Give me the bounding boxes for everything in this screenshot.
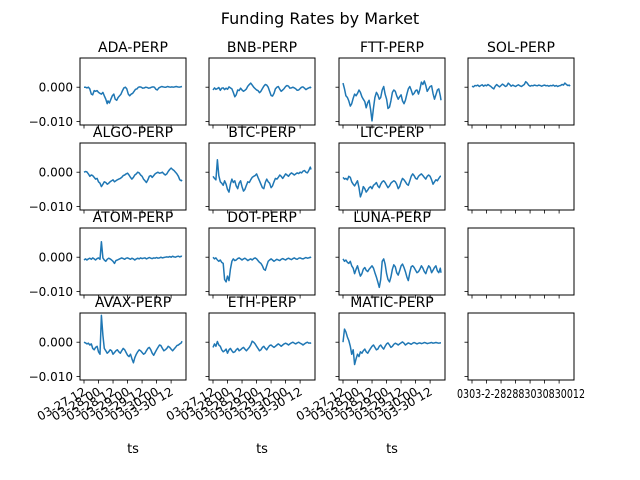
- axes-frame: [79, 227, 187, 296]
- axes-frame: [208, 227, 316, 296]
- subplot-title: AVAX-PERP: [95, 295, 171, 311]
- subplot-sol-perp: SOL-PERP: [464, 40, 575, 129]
- series-line: [212, 340, 312, 354]
- series-line: [83, 314, 183, 364]
- subplot-btc-perp: BTC-PERP: [205, 125, 316, 214]
- subplot-title: BNB-PERP: [227, 40, 297, 56]
- series-line: [84, 85, 183, 105]
- x-axis-label-col-1: ts: [256, 442, 268, 457]
- axes-frame: [208, 57, 316, 126]
- subplot-title: ADA-PERP: [98, 40, 168, 56]
- subplot-title: DOT-PERP: [227, 210, 297, 226]
- axes-frame: [338, 227, 446, 296]
- y-tick-label: 0.000: [39, 81, 73, 95]
- subplot-atom-perp: 0.000 −0.010 ATOM-PERP: [29, 210, 187, 299]
- x-axis-label-col-2: ts: [386, 442, 398, 457]
- subplot-title: BTC-PERP: [228, 125, 296, 141]
- subplot-title: ATOM-PERP: [93, 210, 174, 226]
- axes-frame: [338, 142, 446, 211]
- x-axis-labels: ts ts ts: [127, 442, 398, 457]
- subplot-title: ETH-PERP: [228, 295, 296, 311]
- series-line: [212, 159, 312, 193]
- subplot-title: LUNA-PERP: [353, 210, 431, 226]
- subplot-grid: 0.000 −0.010 ADA-PERP BNB-PERP FTT-PERP SOL-P…: [29, 40, 585, 424]
- subplot-title: LTC-PERP: [360, 125, 424, 141]
- axes-frame: [208, 312, 316, 381]
- axes-frame: [79, 142, 187, 211]
- axes-frame: [208, 142, 316, 211]
- subplot-algo-perp: 0.000 −0.010 ALGO-PERP: [29, 125, 187, 214]
- axes-frame: [467, 312, 575, 381]
- axes-frame: [467, 57, 575, 126]
- series-line: [471, 80, 571, 90]
- series-line: [342, 328, 442, 366]
- subplot-title: MATIC-PERP: [350, 295, 434, 311]
- subplot-bnb-perp: BNB-PERP: [205, 40, 316, 129]
- y-tick-label: 0.000: [39, 166, 73, 180]
- subplot-title: SOL-PERP: [487, 40, 555, 56]
- subplot-dot-perp: DOT-PERP: [205, 210, 316, 299]
- axes-frame: [467, 142, 575, 211]
- axes-frame: [467, 227, 575, 296]
- y-tick-label: −0.010: [29, 200, 73, 214]
- series-line: [342, 80, 442, 122]
- subplot-empty-1-3: [464, 142, 575, 214]
- subplot-ftt-perp: FTT-PERP: [335, 40, 446, 129]
- series-line: [83, 240, 183, 265]
- subplot-ada-perp: 0.000 −0.010 ADA-PERP: [29, 40, 187, 129]
- y-tick-label: −0.010: [29, 115, 73, 129]
- x-tick-label-overlapped: 0303-2-282883030830012: [457, 387, 585, 401]
- subplot-luna-perp: LUNA-PERP: [335, 210, 446, 299]
- figure-suptitle: Funding Rates by Market: [221, 9, 419, 28]
- subplot-title: ALGO-PERP: [93, 125, 173, 141]
- y-tick-label: −0.010: [29, 285, 73, 299]
- y-tick-label: 0.000: [39, 251, 73, 265]
- series-line: [83, 167, 183, 188]
- y-tick-label: −0.010: [29, 370, 73, 384]
- series-line: [342, 173, 442, 198]
- y-tick-label: 0.000: [39, 336, 73, 350]
- subplot-ltc-perp: LTC-PERP: [335, 125, 446, 214]
- subplot-title: FTT-PERP: [360, 40, 424, 56]
- series-line: [212, 256, 312, 283]
- series-line: [342, 258, 442, 289]
- subplot-empty-2-3: [464, 227, 575, 299]
- axes-frame: [338, 57, 446, 126]
- x-axis-label-col-0: ts: [127, 442, 139, 457]
- series-line: [212, 82, 312, 98]
- subplot-empty-3-3: 0303-2-282883030830012: [457, 312, 585, 401]
